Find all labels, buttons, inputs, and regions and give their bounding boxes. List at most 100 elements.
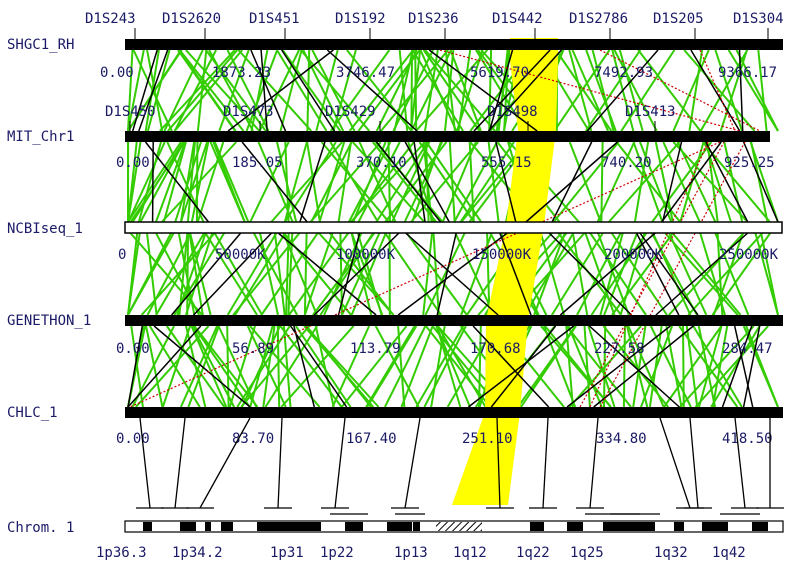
map-bar-mit[interactable] — [125, 131, 770, 142]
marker-link — [237, 326, 290, 407]
chromosome-connector — [200, 418, 250, 508]
chromosome-band[interactable] — [205, 522, 211, 531]
band-label[interactable]: 1q12 — [453, 545, 487, 561]
marker-link — [673, 233, 741, 315]
chromosome-band[interactable] — [530, 522, 544, 531]
map-chlc: CHLC_1 0.00 83.70 167.40 251.10 334.80 4… — [7, 405, 783, 447]
chromosome-band[interactable] — [752, 522, 768, 531]
anchor-link — [377, 142, 441, 222]
map-bar-shgc1[interactable] — [125, 39, 783, 50]
map-label-genethon[interactable]: GENETHON_1 — [7, 313, 91, 329]
marker-label[interactable]: D1S205 — [653, 11, 704, 27]
chromosome-band[interactable] — [567, 522, 583, 531]
marker-label[interactable]: D1S243 — [85, 11, 136, 27]
band-label[interactable]: 1q42 — [712, 545, 746, 561]
chromosome-connector — [690, 418, 698, 508]
chromosome-band[interactable] — [413, 522, 420, 531]
tick-label: 5619.70 — [470, 65, 529, 81]
marker-link — [305, 233, 307, 315]
marker-link — [385, 233, 441, 315]
marker-label[interactable]: D1S192 — [335, 11, 386, 27]
chromosome-connector — [543, 418, 548, 508]
band-label[interactable]: 1p13 — [394, 545, 428, 561]
marker-label[interactable]: D1S498 — [487, 104, 538, 120]
chromosome-band[interactable] — [221, 522, 233, 531]
tick-label: 250000K — [719, 247, 779, 263]
tick-label: 50000K — [215, 247, 266, 263]
chromosome-band[interactable] — [345, 522, 363, 531]
map-label-chlc[interactable]: CHLC_1 — [7, 405, 58, 421]
marker-label[interactable]: D1S429 — [325, 104, 376, 120]
band-label[interactable]: 1q25 — [570, 545, 604, 561]
marker-link — [683, 326, 684, 407]
anchor-link — [242, 142, 307, 222]
chromosome-connector — [590, 418, 598, 508]
chromosome-band[interactable] — [257, 522, 321, 531]
tick-label: 113.79 — [350, 341, 401, 357]
tick-label: 1873.23 — [212, 65, 271, 81]
marker-link — [688, 233, 762, 315]
anchor-link — [128, 326, 201, 407]
tick-label: 170.68 — [470, 341, 521, 357]
chromosome-band[interactable] — [387, 522, 412, 531]
map-bar-ncbi[interactable] — [125, 222, 782, 233]
chromosome-band[interactable] — [143, 522, 152, 531]
chromosome-band[interactable] — [702, 522, 728, 531]
chromosome-band[interactable] — [674, 522, 684, 531]
band-label[interactable]: 1p36.3 — [96, 545, 147, 561]
marker-link — [398, 326, 404, 407]
band-label[interactable]: 1p34.2 — [172, 545, 223, 561]
marker-link — [713, 326, 727, 407]
marker-label[interactable]: D1S236 — [408, 11, 459, 27]
marker-link — [227, 326, 228, 407]
tick-label: 0.00 — [116, 431, 150, 447]
band-label[interactable]: 1q22 — [516, 545, 550, 561]
tick-label: 100000K — [336, 247, 396, 263]
chromosome-label[interactable]: Chrom. 1 — [7, 520, 74, 536]
anchor-link — [406, 233, 499, 315]
marker-labels-shgc1: D1S243 D1S2620 D1S451 D1S192 D1S236 D1S4… — [85, 11, 784, 27]
marker-label[interactable]: D1S2786 — [569, 11, 628, 27]
tick-label: 740.20 — [601, 155, 652, 171]
tick-label: 0.00 — [100, 65, 134, 81]
chromosome-connector — [405, 418, 420, 508]
tick-label: 0 — [118, 247, 126, 263]
map-bar-genethon[interactable] — [125, 315, 783, 326]
chromosome-band[interactable] — [603, 522, 655, 531]
marker-link — [758, 50, 766, 131]
tick-label: 3746.47 — [336, 65, 395, 81]
tick-label: 284.47 — [722, 341, 773, 357]
map-bar-chlc[interactable] — [125, 407, 783, 418]
tick-label: 9366.17 — [718, 65, 777, 81]
chromosome-connector — [175, 418, 185, 508]
marker-link — [679, 326, 737, 407]
marker-label[interactable]: D1S450 — [105, 104, 156, 120]
marker-label[interactable]: D1S451 — [249, 11, 300, 27]
chromosome-connector — [335, 418, 345, 508]
anchor-link — [153, 142, 154, 222]
marker-link — [285, 142, 336, 222]
tick-label: 418.50 — [722, 431, 773, 447]
marker-label[interactable]: D1S473 — [223, 104, 274, 120]
map-label-shgc1[interactable]: SHGC1_RH — [7, 37, 74, 53]
chromosome-band[interactable] — [180, 522, 196, 531]
map-label-ncbi[interactable]: NCBIseq_1 — [7, 221, 83, 237]
band-labels: 1p36.3 1p34.2 1p31 1p22 1p13 1q12 1q22 1… — [96, 545, 746, 561]
tick-label: 555.15 — [481, 155, 532, 171]
marker-label[interactable]: D1S2620 — [162, 11, 221, 27]
map-genethon: GENETHON_1 0.00 56.89 113.79 170.68 227.… — [7, 313, 783, 357]
marker-label[interactable]: D1S304 — [733, 11, 784, 27]
band-label[interactable]: 1q32 — [654, 545, 688, 561]
marker-link — [198, 142, 224, 222]
map-shgc1: SHGC1_RH D1S243 D1S2620 D1S451 D1S192 D1… — [7, 11, 784, 81]
band-label[interactable]: 1p31 — [270, 545, 304, 561]
centromere-band[interactable] — [436, 522, 482, 531]
tick-label: 227.58 — [594, 341, 645, 357]
marker-label[interactable]: D1S442 — [492, 11, 543, 27]
marker-label[interactable]: D1S413 — [625, 104, 676, 120]
band-label[interactable]: 1p22 — [320, 545, 354, 561]
map-label-mit[interactable]: MIT_Chr1 — [7, 129, 74, 145]
marker-link — [454, 142, 497, 222]
marker-link — [215, 233, 263, 315]
